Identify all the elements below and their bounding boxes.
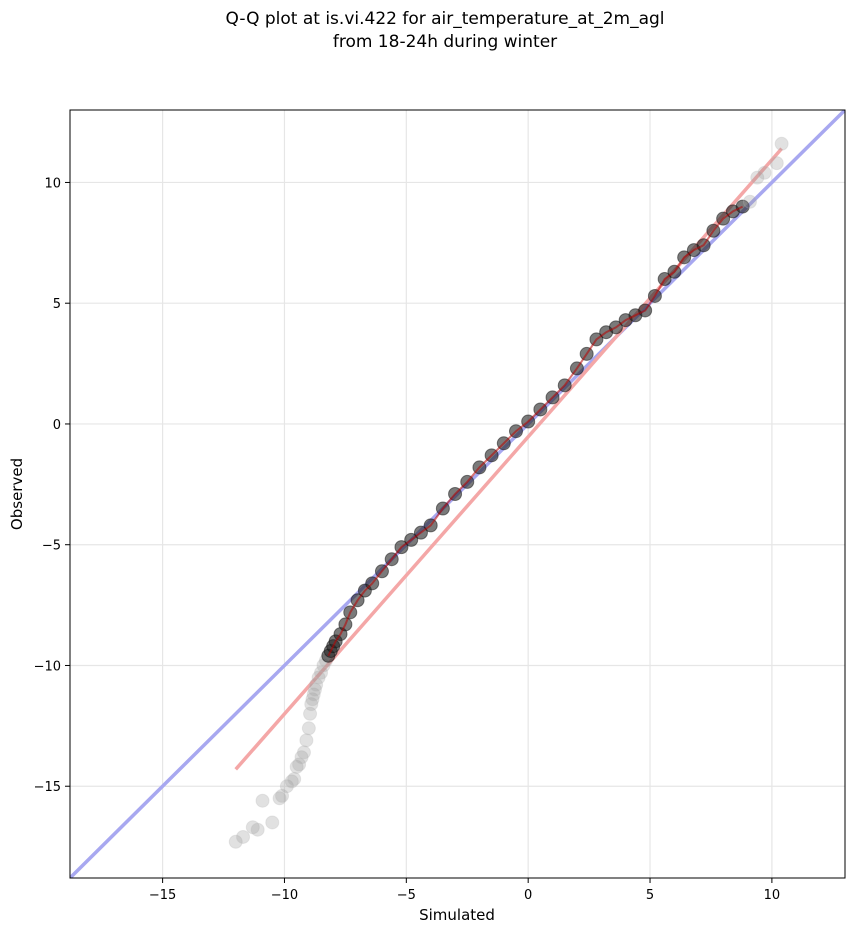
data-point [255, 793, 270, 808]
data-point [735, 199, 750, 214]
plot-frame-rect [69, 109, 846, 879]
data-point [311, 670, 326, 685]
y-tick-label: −5 [42, 539, 61, 554]
data-point [272, 791, 287, 806]
data-point [305, 692, 320, 707]
data-point [236, 829, 251, 844]
y-tick-label: 5 [53, 297, 61, 312]
data-points [228, 136, 789, 849]
y-tick-label: −15 [34, 780, 61, 795]
data-point [314, 665, 329, 680]
x-tick-label: 0 [524, 888, 532, 903]
data-point [296, 745, 311, 760]
data-point [757, 165, 772, 180]
data-point [287, 771, 302, 786]
data-point [275, 788, 290, 803]
data-point [228, 834, 243, 849]
chart-title-line2: from 18-24h during winter [332, 32, 558, 52]
data-point [289, 759, 304, 774]
data-point [774, 136, 789, 151]
data-point [306, 687, 321, 702]
x-axis-label: Simulated [419, 906, 495, 924]
data-point [307, 682, 322, 697]
data-point [299, 733, 314, 748]
data-point [279, 779, 294, 794]
y-axis-label: Observed [8, 458, 26, 530]
data-point [309, 677, 324, 692]
x-tick-label: −10 [271, 888, 298, 903]
plot-frame [69, 109, 846, 879]
x-tick-label: −5 [397, 888, 416, 903]
data-point [769, 156, 784, 171]
chart-title: Q-Q plot at is.vi.422 for air_temperatur… [0, 8, 854, 54]
data-point [742, 194, 757, 209]
data-point [750, 170, 765, 185]
data-point [301, 721, 316, 736]
data-point [303, 706, 318, 721]
chart-title-line1: Q-Q plot at is.vi.422 for air_temperatur… [225, 9, 665, 29]
data-point [250, 822, 265, 837]
y-tick-label: 10 [44, 176, 61, 191]
data-point [294, 750, 309, 765]
data-point [284, 774, 299, 789]
data-point [292, 757, 307, 772]
axis-ticks: −15 −10 −5 0 5 10 −15 −10 −5 0 5 10 [34, 176, 781, 903]
x-tick-label: 10 [764, 888, 781, 903]
x-tick-label: −15 [149, 888, 176, 903]
data-point [245, 820, 260, 835]
data-point [304, 697, 319, 712]
data-point [265, 815, 280, 830]
y-tick-label: −10 [34, 659, 61, 674]
x-tick-label: 5 [646, 888, 654, 903]
y-tick-label: 0 [53, 418, 61, 433]
body-trace [327, 205, 744, 657]
grid-layer [70, 110, 845, 878]
